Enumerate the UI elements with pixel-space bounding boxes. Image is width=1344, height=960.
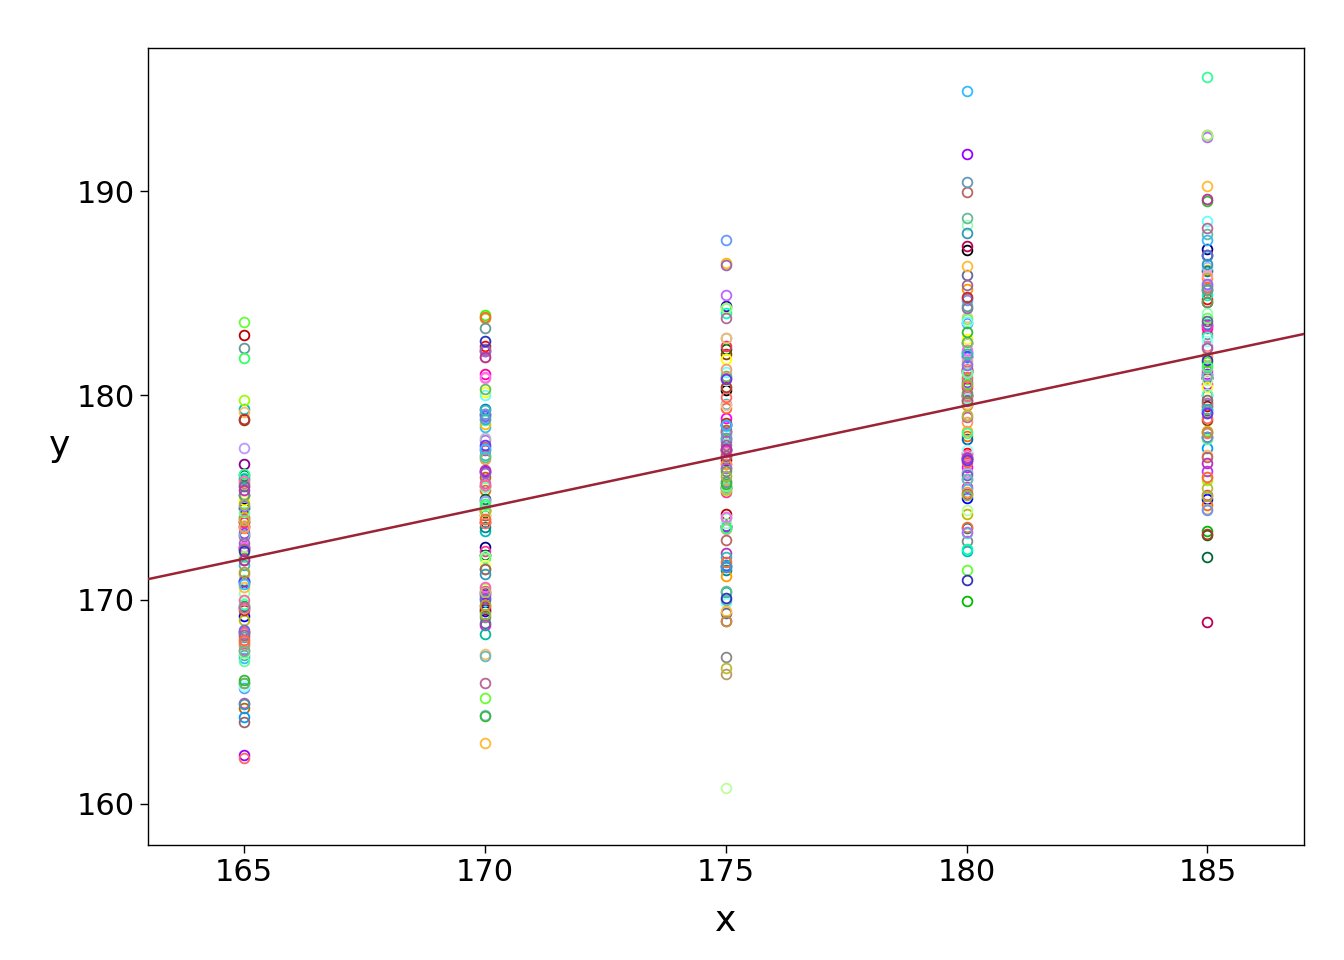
Y-axis label: y: y bbox=[48, 429, 70, 464]
X-axis label: x: x bbox=[715, 903, 737, 938]
